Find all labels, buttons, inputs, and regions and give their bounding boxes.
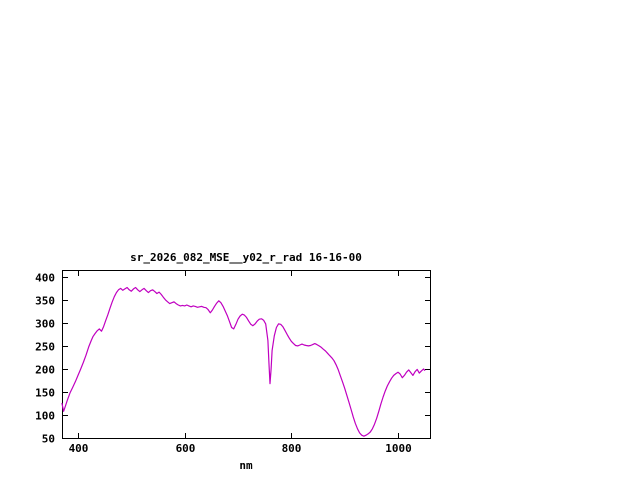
data-line — [61, 286, 426, 437]
plot-border — [62, 270, 431, 439]
y-tick-label: 250 — [35, 341, 55, 354]
y-tick-label: 200 — [35, 364, 55, 377]
y-tick-label: 400 — [35, 272, 55, 285]
y-tick-label: 300 — [35, 318, 55, 331]
y-tick-label: 350 — [35, 295, 55, 308]
x-tick-label: 1000 — [385, 442, 412, 455]
x-tick-label: 800 — [282, 442, 302, 455]
y-tick-label: 50 — [42, 433, 55, 446]
y-tick-label: 150 — [35, 387, 55, 400]
x-axis-label: nm — [239, 459, 253, 472]
x-tick-label: 600 — [176, 442, 196, 455]
y-tick-label: 100 — [35, 410, 55, 423]
x-tick-label: 400 — [69, 442, 89, 455]
chart-title: sr_2026_082_MSE__y02_r_rad 16-16-00 — [130, 251, 362, 264]
